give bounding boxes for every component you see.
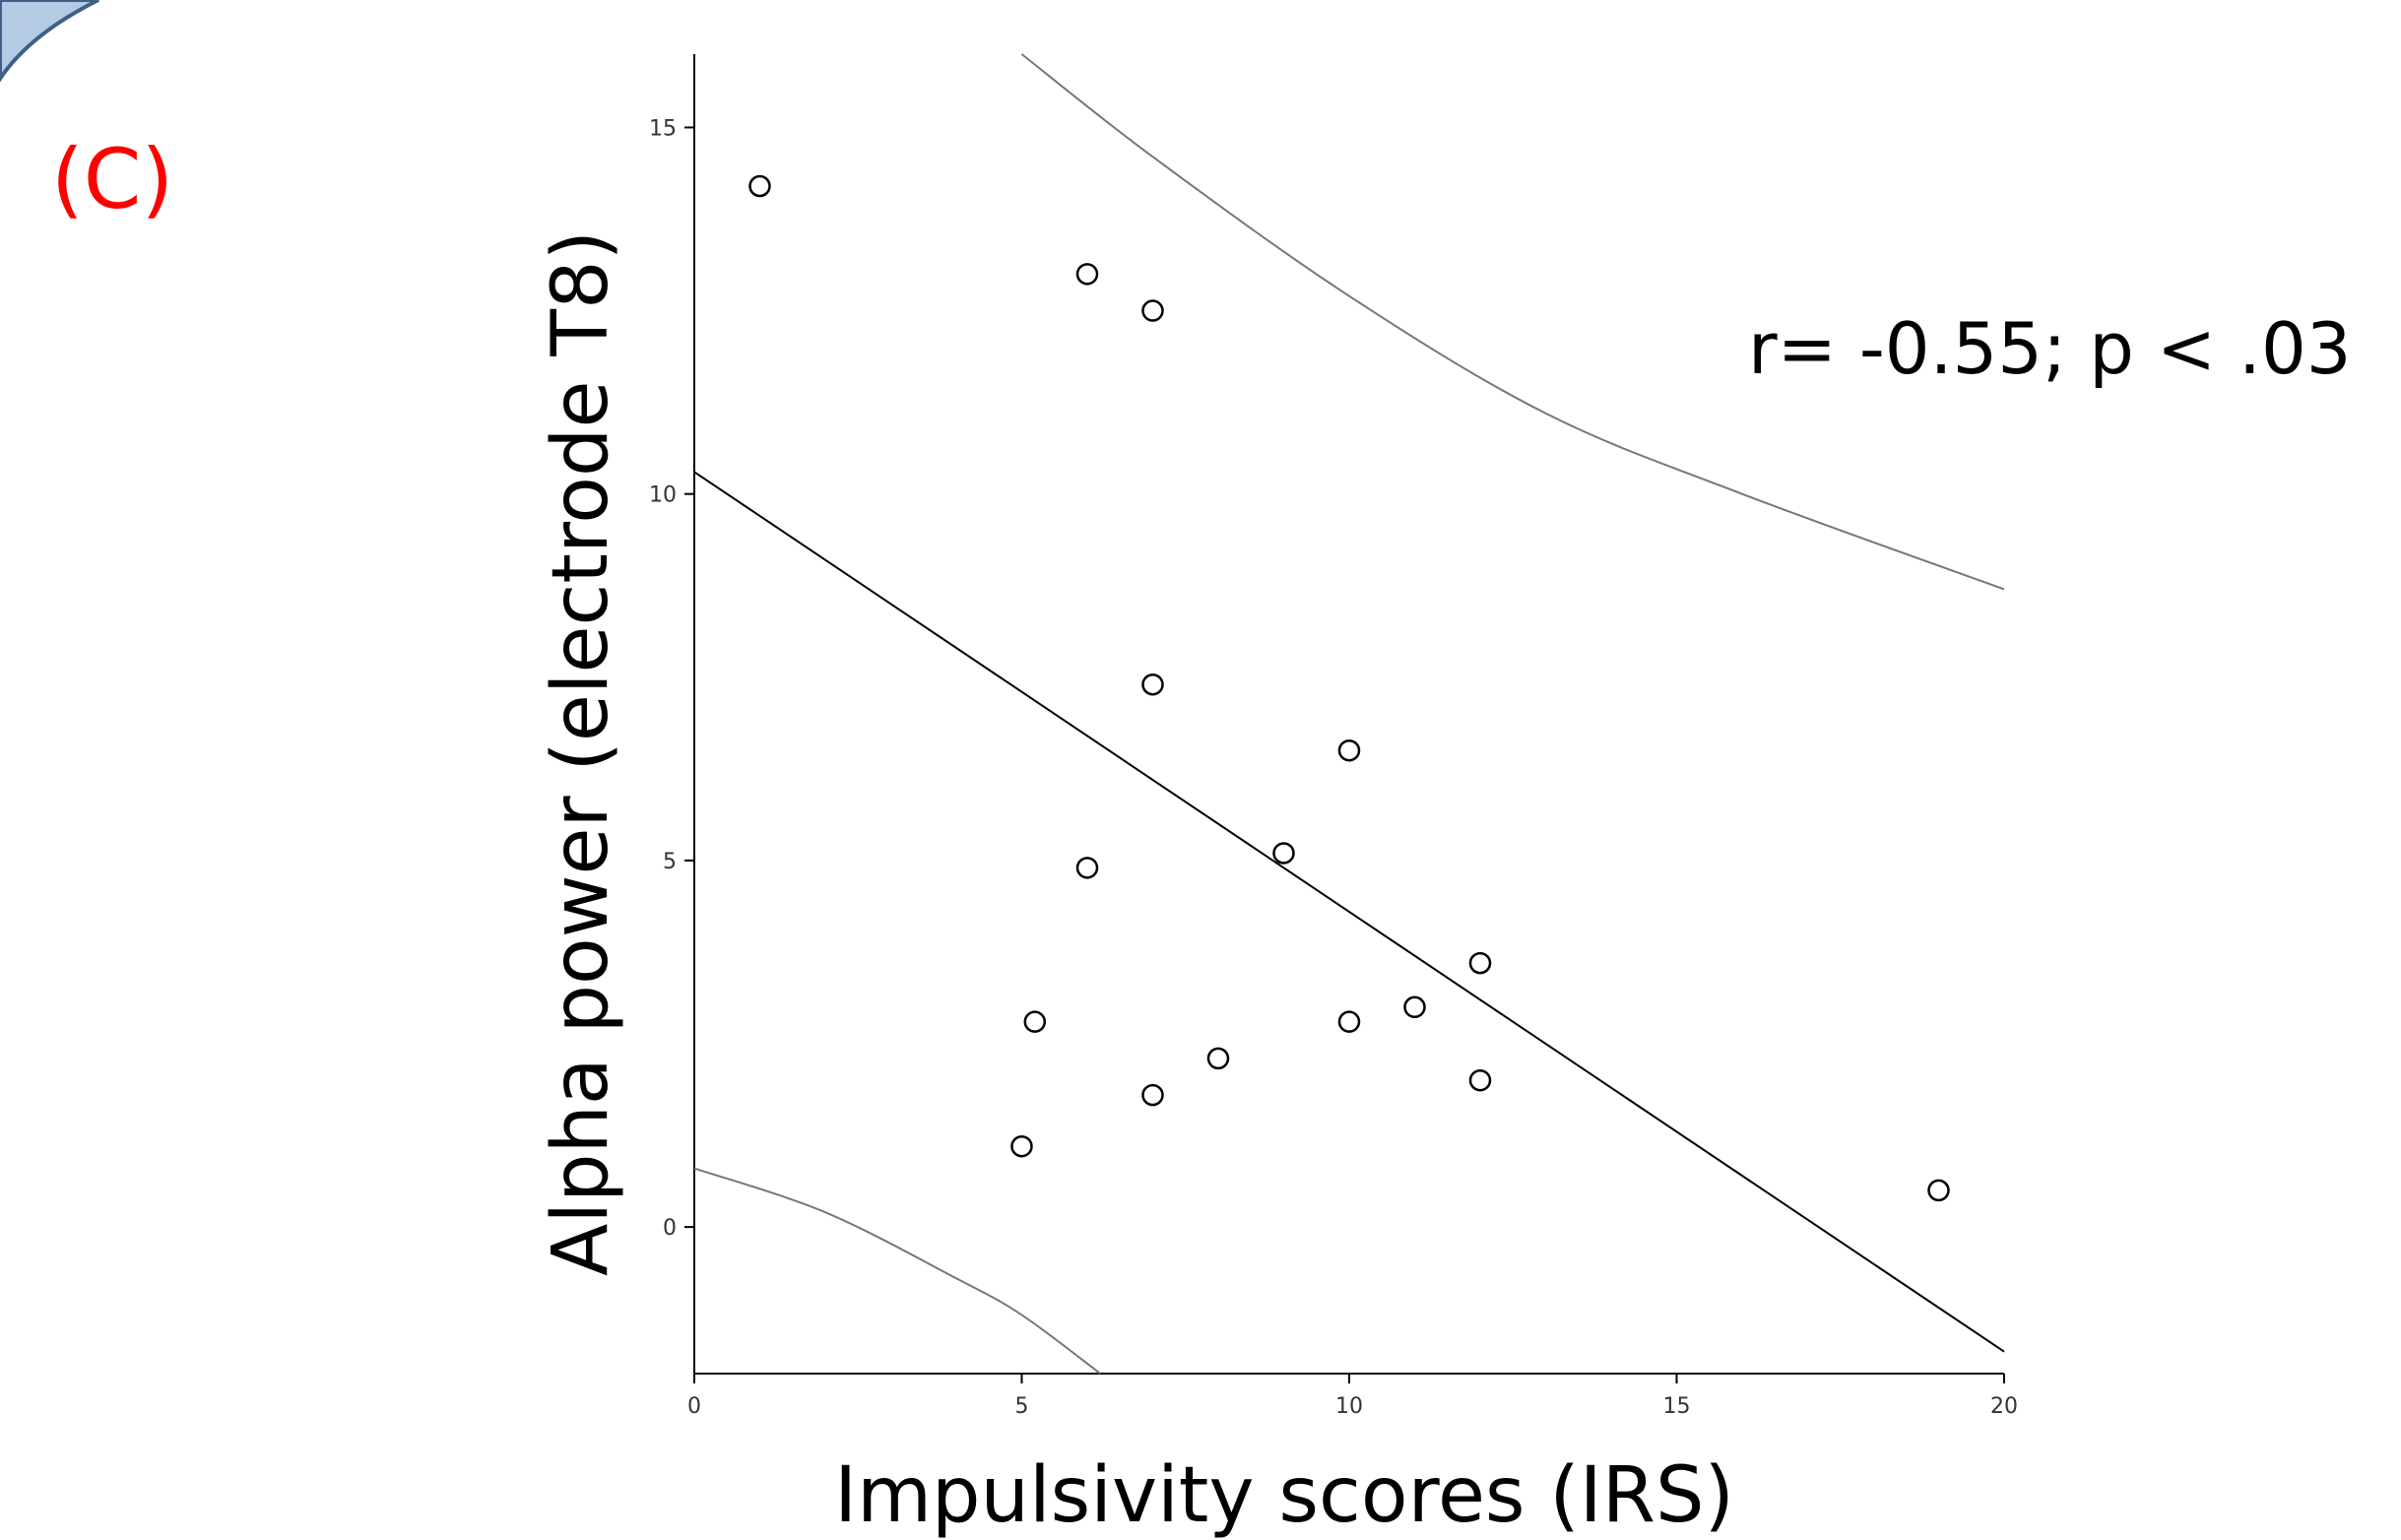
x-tick-label: 20 [1990, 1394, 2018, 1419]
x-tick-label: 0 [687, 1394, 701, 1419]
x-tick-label: 10 [1335, 1394, 1363, 1419]
regression-line [693, 471, 2005, 1353]
data-point [1337, 738, 1361, 762]
data-point [1468, 1068, 1492, 1092]
y-axis-label: Alpha power (electrode T8) [537, 229, 625, 1277]
correlation-annotation: r= -0.55; p < .03 [1748, 307, 2352, 390]
ticks: 0 5 10 15 20 0 5 10 15 [649, 116, 2018, 1419]
upper-prediction-band [1020, 53, 2005, 591]
lower-prediction-band [693, 1167, 1101, 1375]
data-point [1141, 1083, 1164, 1107]
data-points [748, 174, 1950, 1202]
data-point [1075, 857, 1099, 879]
x-tick-label: 5 [1015, 1394, 1029, 1419]
data-point [748, 174, 771, 198]
y-tick-label: 15 [649, 116, 677, 141]
data-point [1403, 995, 1426, 1019]
data-point [1272, 842, 1295, 865]
y-tick-label: 0 [663, 1216, 677, 1241]
decorative-corner-arc [0, 0, 99, 83]
fit-line [693, 471, 2005, 1353]
data-point [1023, 1010, 1047, 1033]
data-point [1141, 299, 1164, 322]
data-point [1927, 1179, 1950, 1202]
panel-label: (C) [51, 131, 174, 227]
prediction-bands [693, 53, 2005, 1375]
data-point [1337, 1010, 1361, 1033]
data-point [1010, 1134, 1033, 1158]
data-point [1206, 1047, 1230, 1070]
data-point [1141, 673, 1164, 696]
x-tick-label: 15 [1663, 1394, 1691, 1419]
x-axis-label: Impulsivity scores (IRS) [834, 1451, 1734, 1540]
y-tick-label: 10 [649, 483, 677, 508]
axes [693, 54, 2004, 1375]
data-point [1468, 951, 1492, 975]
data-point [1075, 263, 1099, 286]
y-tick-label: 5 [663, 850, 677, 874]
